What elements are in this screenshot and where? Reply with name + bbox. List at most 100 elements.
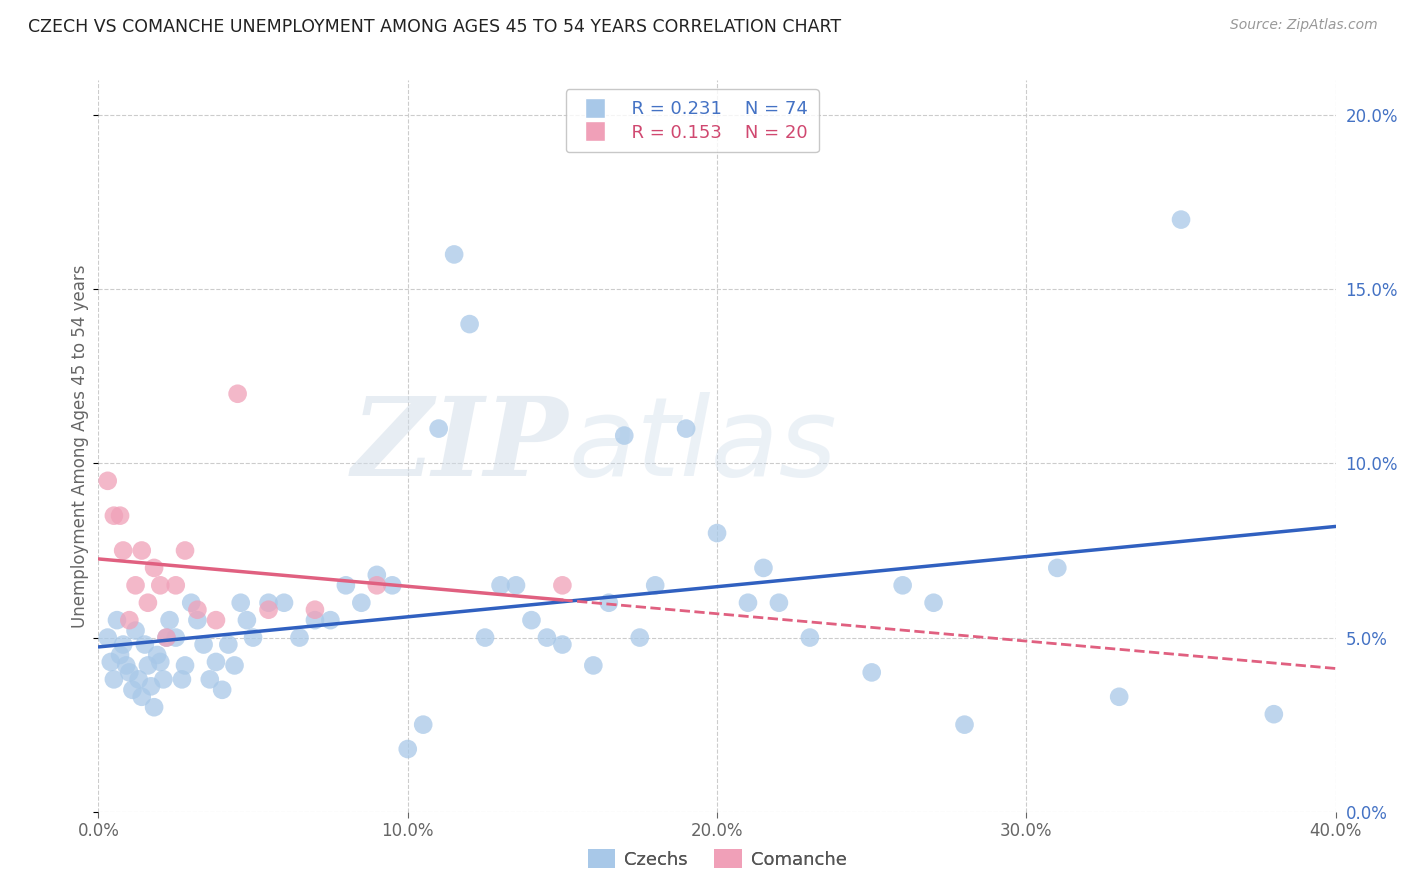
Point (1108, 690, 1130, 704)
Point (155, 631, 177, 645)
Point (205, 655, 228, 669)
Point (131, 690, 153, 704)
Point (891, 578, 914, 592)
Point (198, 673, 221, 687)
Point (628, 631, 651, 645)
Point (860, 665, 883, 680)
Point (366, 578, 388, 592)
Point (121, 682, 143, 697)
Point (582, 658, 605, 673)
Point (1046, 561, 1069, 575)
Point (443, 247, 465, 261)
Point (536, 631, 558, 645)
Point (170, 673, 193, 687)
Point (115, 658, 138, 673)
Point (112, 543, 135, 558)
Point (131, 543, 153, 558)
Point (737, 596, 759, 610)
Point (165, 578, 187, 592)
Point (427, 421, 450, 435)
Point (159, 613, 181, 627)
Point (489, 578, 512, 592)
Point (105, 613, 128, 627)
Point (350, 596, 373, 610)
Point (381, 578, 404, 592)
Point (155, 631, 177, 645)
Point (1263, 707, 1285, 722)
Point (644, 578, 666, 592)
Point (174, 658, 197, 673)
Point (551, 578, 574, 592)
Point (205, 613, 228, 627)
Point (474, 631, 496, 645)
Point (1170, 212, 1192, 227)
Point (186, 613, 208, 627)
Point (706, 526, 728, 541)
Point (288, 631, 311, 645)
Point (257, 603, 280, 617)
Point (598, 596, 620, 610)
Point (124, 624, 146, 638)
Point (143, 700, 166, 714)
Point (505, 578, 527, 592)
Point (319, 613, 342, 627)
Point (186, 603, 208, 617)
Point (108, 648, 131, 662)
Point (412, 717, 434, 731)
Point (768, 596, 790, 610)
Point (103, 508, 125, 523)
Text: Source: ZipAtlas.com: Source: ZipAtlas.com (1230, 18, 1378, 32)
Point (134, 638, 156, 652)
Point (224, 658, 246, 673)
Point (304, 613, 326, 627)
Point (118, 613, 141, 627)
Point (149, 578, 172, 592)
Point (257, 596, 280, 610)
Point (458, 317, 481, 331)
Point (335, 578, 357, 592)
Point (174, 543, 197, 558)
Point (752, 561, 775, 575)
Point (217, 638, 239, 652)
Point (152, 673, 174, 687)
Point (242, 631, 264, 645)
Point (149, 655, 172, 669)
Point (211, 682, 233, 697)
Point (143, 561, 166, 575)
Point (124, 578, 146, 592)
Point (118, 665, 141, 680)
Point (139, 679, 162, 693)
Point (136, 658, 159, 673)
Point (273, 596, 295, 610)
Point (520, 613, 543, 627)
Point (304, 603, 326, 617)
Legend: Czechs, Comanche: Czechs, Comanche (581, 842, 853, 876)
Text: atlas: atlas (568, 392, 837, 500)
Point (193, 638, 215, 652)
Point (551, 638, 574, 652)
Point (146, 648, 169, 662)
Text: CZECH VS COMANCHE UNEMPLOYMENT AMONG AGES 45 TO 54 YEARS CORRELATION CHART: CZECH VS COMANCHE UNEMPLOYMENT AMONG AGE… (28, 18, 841, 36)
Point (97, 474, 120, 488)
Point (799, 631, 821, 645)
Point (226, 386, 249, 401)
Point (128, 673, 150, 687)
Point (103, 673, 125, 687)
Point (396, 742, 419, 756)
Point (953, 717, 976, 731)
Point (229, 596, 252, 610)
Point (136, 596, 159, 610)
Point (613, 428, 636, 442)
Point (100, 655, 122, 669)
Point (112, 638, 135, 652)
Point (675, 421, 697, 435)
Point (180, 596, 202, 610)
Point (165, 631, 187, 645)
Point (108, 508, 131, 523)
Point (236, 613, 259, 627)
Y-axis label: Unemployment Among Ages 45 to 54 years: Unemployment Among Ages 45 to 54 years (70, 264, 89, 628)
Point (922, 596, 945, 610)
Point (97, 631, 120, 645)
Point (366, 567, 388, 582)
Text: ZIP: ZIP (352, 392, 568, 500)
